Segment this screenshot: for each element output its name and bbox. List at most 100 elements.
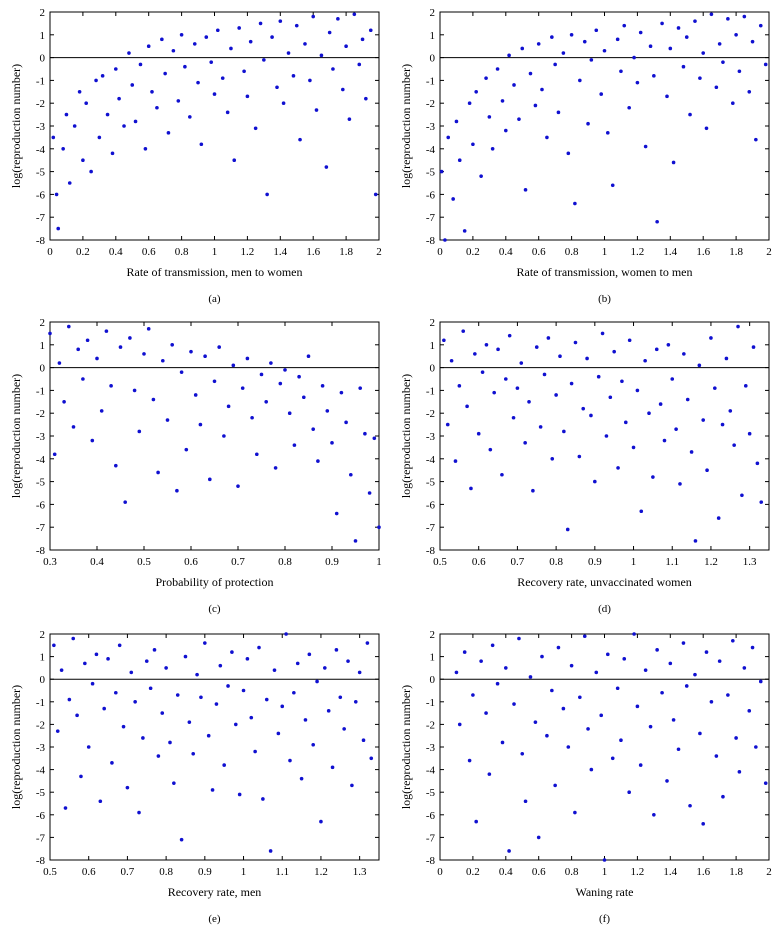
panel-6-point xyxy=(589,767,594,772)
panel-2-point xyxy=(589,58,594,62)
panel-5-point xyxy=(52,643,56,648)
panel-1-point xyxy=(196,80,200,85)
panel-5-ytick-label: -6 xyxy=(36,810,46,822)
panel-3-ytick-label: -4 xyxy=(36,454,46,466)
panel-2-frame xyxy=(439,11,770,241)
panel-5-ytick-label: -5 xyxy=(36,787,46,799)
panel-1-xtick-label: 0 xyxy=(47,246,53,258)
panel-4-xlabel: Recovery rate, unvaccinated women xyxy=(517,575,692,589)
panel-4-point xyxy=(593,479,597,484)
panel-6-point xyxy=(622,657,627,661)
panel-5-point xyxy=(75,713,79,718)
panel-2-point xyxy=(454,119,459,124)
panel-2-xtick-label: 0.4 xyxy=(499,246,513,258)
panel-3-point xyxy=(334,511,339,516)
panel-3-point xyxy=(353,539,358,543)
panel-6-point xyxy=(652,813,656,817)
panel-3-point xyxy=(137,429,142,434)
panel-3-point xyxy=(151,397,156,402)
panel-1-point xyxy=(204,35,209,39)
panel-5-point xyxy=(276,731,281,736)
panel-3-point xyxy=(189,349,193,354)
panel-6-point xyxy=(704,650,709,654)
panel-4-point xyxy=(542,372,547,377)
panel-2-ytick-label: -4 xyxy=(426,144,436,156)
panel-6-point xyxy=(533,720,538,724)
panel-6-point xyxy=(721,794,725,799)
panel-3-point xyxy=(198,422,203,427)
panel-2-point xyxy=(582,39,587,44)
panel-2-point xyxy=(660,21,664,26)
panel-5-xtick-label: 0.8 xyxy=(159,866,173,878)
panel-2-point xyxy=(635,80,640,85)
panel-6: 0 0.2 0.4 0.6 0.8 1 1.2 1.4 1.6 1.8 2 2 1 0 -1 -2 -3 -4 -5… xyxy=(399,629,772,925)
panel-2-point xyxy=(594,28,599,33)
panel-1-xtick-label: 1 xyxy=(212,246,218,258)
panel-2-point xyxy=(602,48,607,53)
panel-2-xlabel: Rate of transmission, women to men xyxy=(517,265,693,279)
panel-1-point xyxy=(242,69,246,74)
panel-4-ytick-label: -5 xyxy=(426,477,436,489)
panel-5-point xyxy=(90,681,95,686)
panel-3-point xyxy=(330,441,334,445)
panel-5-ytick-label: -1 xyxy=(36,697,45,709)
panel-2-ytick-label: -5 xyxy=(426,167,436,179)
panel-2-xtick-label: 2 xyxy=(766,246,772,258)
panel-3-point xyxy=(118,345,123,349)
panel-1-point xyxy=(286,51,291,55)
panel-4-point xyxy=(755,461,760,466)
panel-5-point xyxy=(94,652,99,657)
panel-4-point xyxy=(550,457,555,461)
panel-2-xtick-label: 0.2 xyxy=(466,246,480,258)
panel-3-ytick-label: 1 xyxy=(40,340,46,352)
panel-3-point xyxy=(90,438,95,443)
panel-4-point xyxy=(724,356,729,361)
panel-5-ytick-label: 0 xyxy=(40,674,46,686)
panel-6-point xyxy=(573,810,577,815)
panel-4-point xyxy=(465,404,469,409)
panel-3-ytick-label: -3 xyxy=(36,431,46,443)
panel-2-point xyxy=(750,39,755,44)
panel-6-ytick-label: 1 xyxy=(430,652,436,664)
panel-1-ytick-label: -7 xyxy=(36,212,46,224)
panel-4-point xyxy=(747,431,752,436)
panel-2-xtick-label: 0 xyxy=(437,246,443,258)
panel-1-point xyxy=(265,192,269,197)
panel-5-xlabel: Recovery rate, men xyxy=(168,885,262,899)
panel-4-point xyxy=(469,486,473,491)
panel-3-point xyxy=(104,329,109,333)
panel-6-point xyxy=(605,652,610,657)
panel-6-xlabel: Waning rate xyxy=(575,885,633,899)
panel-5-point xyxy=(346,659,350,663)
panel-6-point xyxy=(578,695,582,700)
panel-4-ytick-label: -7 xyxy=(426,522,436,534)
panel-1-point xyxy=(303,42,307,46)
panel-5: 0.5 0.6 0.7 0.8 0.9 1 1.1 1.2 1.3 2 1 0 -1 -2 -3 -4 -5 -6… xyxy=(9,629,380,925)
panel-1-ytick-label: 2 xyxy=(40,7,46,19)
panel-2-point xyxy=(545,135,549,140)
panel-6-point xyxy=(454,670,459,675)
panel-4-ytick-label: -2 xyxy=(426,408,435,420)
panel-3-point xyxy=(175,488,179,493)
panel-6-point xyxy=(619,738,623,743)
panel-5-point xyxy=(67,697,72,702)
panel-4-point xyxy=(670,377,675,381)
panel-5-point xyxy=(187,720,192,724)
panel-3-point xyxy=(76,347,80,352)
panel-1-point xyxy=(72,124,77,128)
panel-1-point xyxy=(199,142,204,147)
panel-2-point xyxy=(763,62,768,67)
panel-2-point xyxy=(528,71,533,76)
panel-5-point xyxy=(172,781,176,785)
panel-6-point xyxy=(471,693,475,697)
panel-3-ylabel: log(reproduction number) xyxy=(9,374,23,498)
panel-3-point xyxy=(349,472,353,477)
panel-4-point xyxy=(473,352,477,356)
panel-1-point xyxy=(258,21,263,26)
panel-5-ytick-label: -2 xyxy=(36,719,45,731)
panel-4-point xyxy=(693,539,698,543)
panel-6-point xyxy=(742,666,747,670)
panel-4-point xyxy=(480,370,485,374)
panel-6-xtick-label: 1.6 xyxy=(696,866,710,878)
